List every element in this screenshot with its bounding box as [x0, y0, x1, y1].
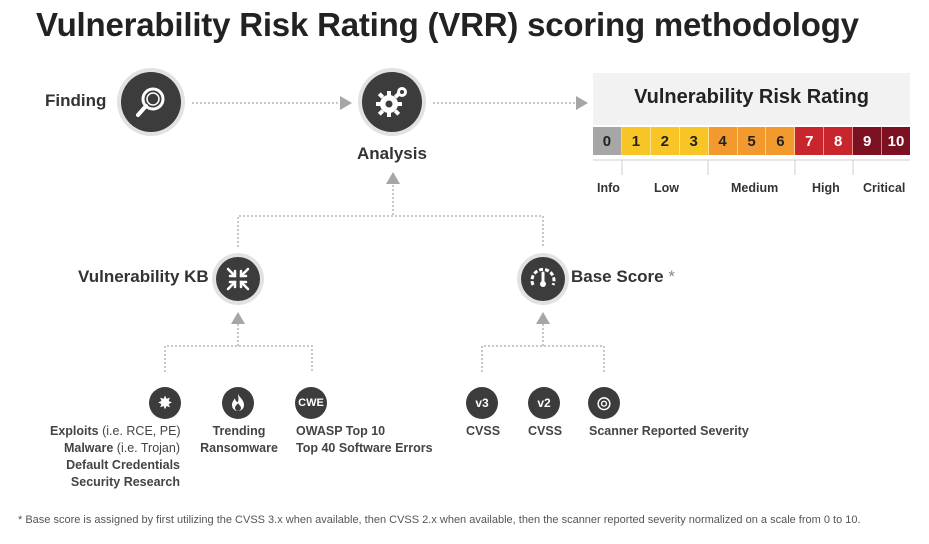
- cvss-v3-icon: v3: [466, 387, 498, 419]
- gauge-icon: [530, 267, 556, 287]
- rating-cell-0: 0: [593, 127, 622, 155]
- rating-band-info: Info: [597, 181, 620, 195]
- cvss-v2-label: CVSS: [528, 424, 563, 438]
- analysis-label: Analysis: [357, 144, 427, 163]
- cvss-v2-icon: v2: [528, 387, 560, 419]
- exploit-burst-icon: ✸: [149, 387, 181, 419]
- base-score-label: Base Score *: [571, 267, 675, 286]
- arrow-to-analysis: [340, 96, 352, 110]
- rating-band-critical: Critical: [863, 181, 906, 195]
- vulnerability-kb-node: [216, 257, 260, 301]
- scanner-icon: ⊚: [588, 387, 620, 419]
- rating-band-medium: Medium: [731, 181, 779, 195]
- rating-band-low: Low: [654, 181, 679, 195]
- trending-text: Trending Ransomware: [200, 424, 278, 455]
- rating-cell-9: 9: [853, 127, 883, 155]
- finding-label: Finding: [45, 91, 107, 110]
- scanner-severity-label: Scanner Reported Severity: [589, 424, 749, 438]
- page-title: Vulnerability Risk Rating (VRR) scoring …: [36, 6, 859, 43]
- rating-cell-2: 2: [650, 127, 680, 155]
- base-score-asterisk: *: [668, 267, 675, 286]
- cvss-v3-label: CVSS: [466, 424, 501, 438]
- rating-title: Vulnerability Risk Rating: [634, 86, 869, 108]
- cwe-icon: CWE: [295, 387, 327, 419]
- owasp-text: OWASP Top 10 Top 40 Software Errors: [296, 424, 433, 455]
- magnifier-icon: [136, 87, 165, 117]
- rating-cell-7: 7: [795, 127, 825, 155]
- rating-band-high: High: [812, 181, 840, 195]
- rating-cell-4: 4: [708, 127, 738, 155]
- rating-panel: [593, 73, 910, 125]
- footnote: * Base score is assigned by first utiliz…: [18, 514, 861, 526]
- branch-top-line: [237, 215, 544, 247]
- rating-cell-1: 1: [621, 127, 651, 155]
- analysis-node: [362, 72, 422, 132]
- vulnerability-kb-label: Vulnerability KB: [78, 267, 209, 286]
- finding-node: [121, 72, 181, 132]
- rating-scale: 0 1 2 3 4 5 6 7 8 9 10: [593, 127, 910, 155]
- base-score-node: [521, 257, 565, 301]
- rating-cell-10: 10: [882, 127, 910, 155]
- rating-cell-8: 8: [824, 127, 854, 155]
- arrow-up-kb: [231, 312, 245, 324]
- bs-branch-line: [481, 345, 605, 372]
- compress-arrows-icon: [226, 267, 250, 291]
- rating-cell-5: 5: [737, 127, 767, 155]
- arrow-to-rating: [576, 96, 588, 110]
- arrow-up-analysis: [386, 172, 400, 184]
- gears-icon: [376, 87, 407, 117]
- arrow-up-base-score: [536, 312, 550, 324]
- rating-cell-3: 3: [679, 127, 709, 155]
- rating-cell-6: 6: [766, 127, 796, 155]
- exploits-text: Exploits (i.e. RCE, PE) Malware (i.e. Tr…: [50, 424, 181, 489]
- flame-icon: [222, 387, 254, 419]
- kb-branch-line: [164, 345, 313, 372]
